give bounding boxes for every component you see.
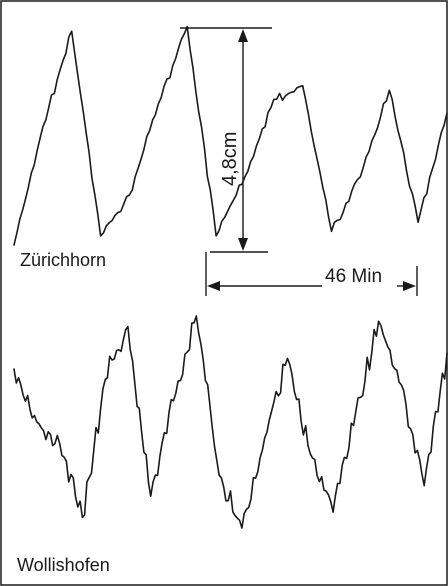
zurichhorn-trace [13,25,448,246]
amplitude-arrow-down [238,238,248,251]
amplitude-label: 4,8cm [219,132,241,186]
period-marker: 46 Min [205,252,418,296]
period-label: 46 Min [325,266,382,287]
amplitude-arrow-up [238,29,248,42]
period-arrow-right [403,281,416,291]
period-label-bg [322,263,397,287]
wollishofen-trace [13,315,448,529]
amplitude-marker: 4,8cm [180,27,272,253]
period-arrow-left [207,281,220,291]
wollishofen-label: Wollishofen [17,555,110,575]
zurichhorn-label: Zürichhorn [20,250,106,270]
